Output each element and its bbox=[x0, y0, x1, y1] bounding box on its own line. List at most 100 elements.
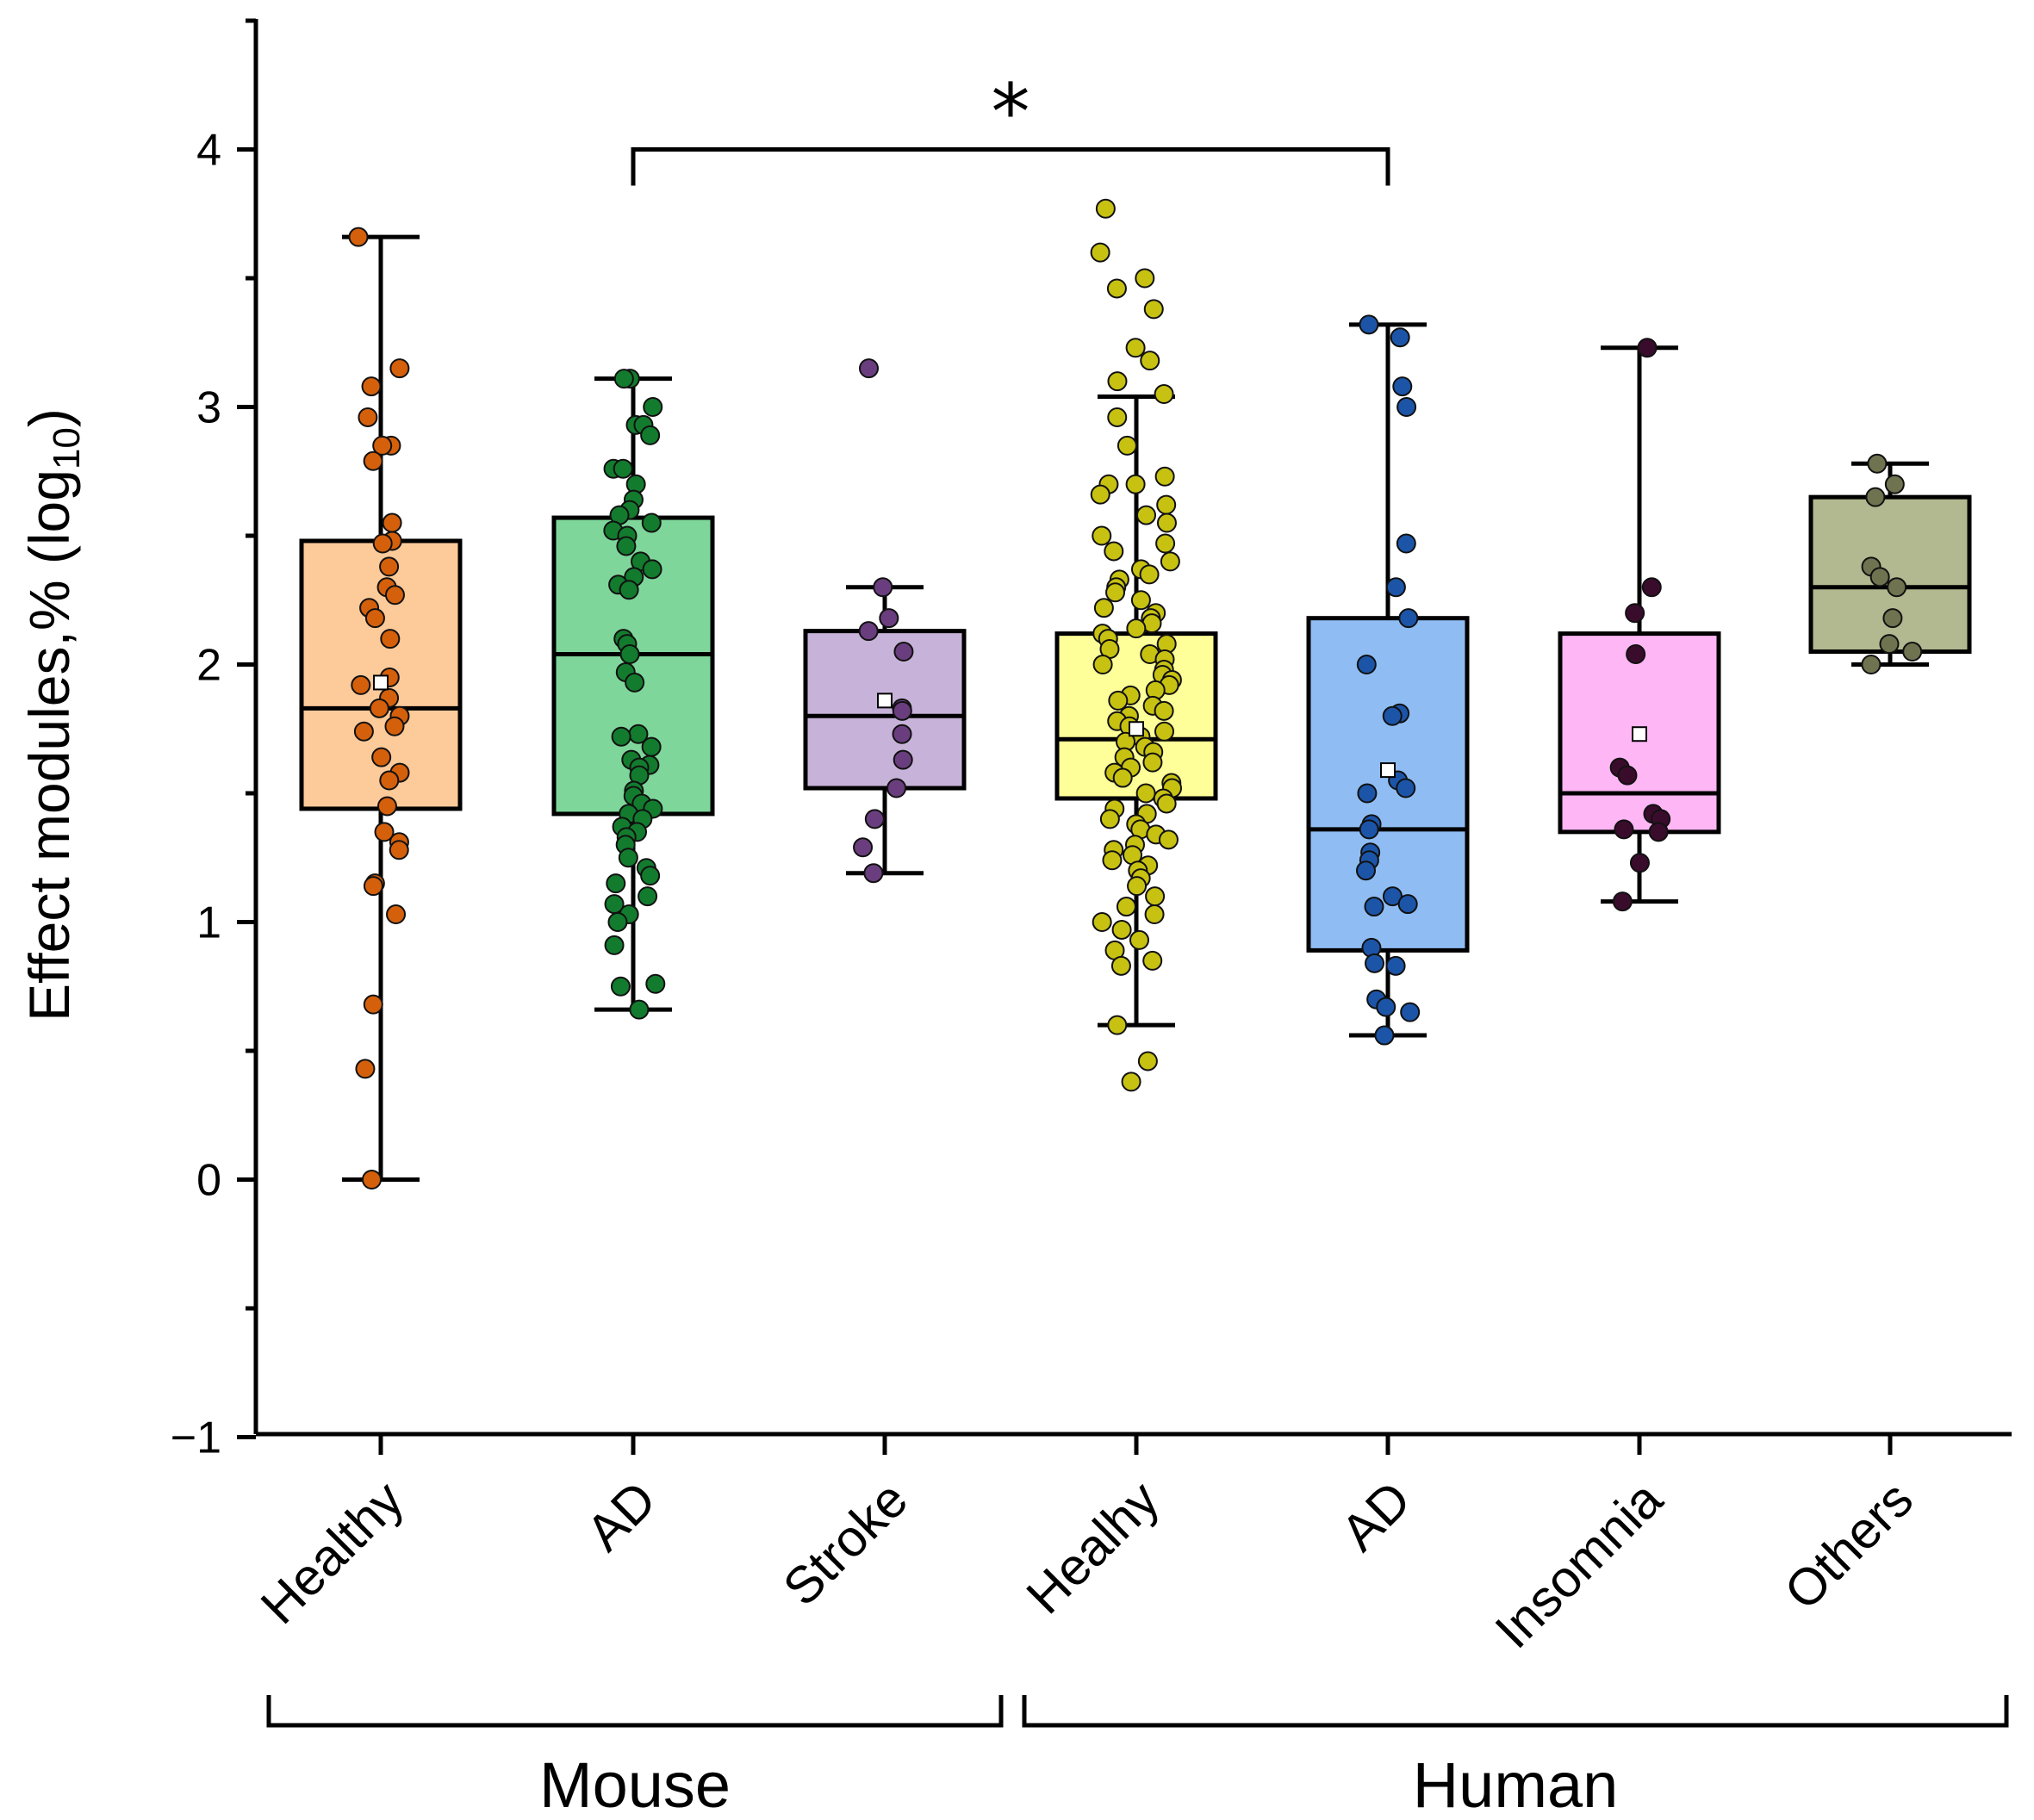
significance-bracket: * bbox=[631, 68, 1390, 186]
data-point bbox=[353, 721, 374, 742]
group-bracket-line bbox=[1022, 1695, 2009, 1728]
points-1 bbox=[603, 369, 666, 1020]
data-point bbox=[1117, 435, 1137, 456]
data-point bbox=[1154, 384, 1174, 405]
data-point bbox=[389, 358, 410, 379]
data-point bbox=[892, 700, 912, 721]
box-2-stroke bbox=[803, 585, 967, 876]
data-point bbox=[372, 435, 393, 456]
iqr-box bbox=[803, 629, 967, 791]
data-point bbox=[1090, 242, 1110, 263]
data-point bbox=[379, 770, 400, 791]
y-tick-label: 1 bbox=[196, 898, 221, 948]
data-point bbox=[1397, 894, 1418, 915]
data-point bbox=[1867, 453, 1888, 474]
data-point bbox=[1648, 822, 1669, 842]
data-point bbox=[613, 458, 633, 479]
data-point bbox=[619, 580, 639, 600]
data-point bbox=[616, 536, 637, 556]
data-point bbox=[1869, 567, 1890, 587]
y-tick-label: 4 bbox=[196, 126, 221, 176]
data-point bbox=[1376, 997, 1396, 1017]
data-point bbox=[382, 512, 402, 533]
data-point bbox=[858, 621, 879, 642]
data-point bbox=[1396, 397, 1417, 417]
data-point bbox=[873, 577, 893, 598]
data-point bbox=[1102, 850, 1123, 871]
data-point bbox=[355, 1059, 376, 1079]
data-point bbox=[1126, 618, 1147, 639]
data-point bbox=[380, 629, 401, 649]
data-point bbox=[363, 450, 383, 471]
x-tick-label: Healthy bbox=[250, 1470, 414, 1635]
axes bbox=[237, 18, 2012, 1455]
data-point bbox=[361, 376, 382, 397]
data-point bbox=[1374, 1025, 1395, 1046]
data-point bbox=[607, 912, 628, 932]
data-point bbox=[1629, 853, 1650, 873]
data-point bbox=[640, 425, 661, 445]
data-point bbox=[1356, 655, 1377, 674]
data-point bbox=[1142, 950, 1163, 971]
data-point bbox=[1355, 860, 1376, 881]
data-point bbox=[1902, 642, 1923, 662]
data-point bbox=[1111, 919, 1132, 940]
data-point bbox=[610, 976, 631, 997]
points-0 bbox=[348, 227, 410, 1190]
data-point bbox=[1095, 198, 1116, 219]
data-point bbox=[1617, 765, 1638, 786]
y-tick-label: 2 bbox=[196, 641, 221, 691]
data-point bbox=[1110, 955, 1131, 976]
data-point bbox=[1400, 1002, 1421, 1022]
data-point bbox=[363, 994, 383, 1015]
iqr-box bbox=[1808, 494, 1972, 655]
data-point bbox=[1135, 783, 1156, 804]
y-tick-label: −1 bbox=[171, 1413, 221, 1463]
data-point bbox=[386, 904, 407, 925]
data-point bbox=[1104, 541, 1124, 562]
data-point bbox=[619, 644, 640, 665]
mean-marker bbox=[877, 693, 893, 709]
data-point bbox=[1398, 608, 1419, 629]
y-tick-label: 0 bbox=[196, 1156, 221, 1206]
data-point bbox=[1090, 484, 1110, 505]
data-point bbox=[642, 559, 662, 580]
data-point bbox=[1105, 582, 1126, 603]
data-point bbox=[606, 873, 626, 894]
data-point bbox=[1396, 533, 1416, 554]
group-bracket-human: Human bbox=[1022, 1695, 2009, 1820]
data-point bbox=[1382, 705, 1403, 726]
data-point bbox=[1160, 551, 1180, 572]
data-point bbox=[1392, 376, 1413, 397]
data-point bbox=[1155, 533, 1176, 554]
data-point bbox=[1127, 876, 1148, 897]
data-point bbox=[1093, 598, 1114, 618]
data-point bbox=[1125, 338, 1146, 358]
group-label: Human bbox=[1413, 1749, 1619, 1820]
data-point bbox=[363, 876, 383, 897]
data-point bbox=[1390, 327, 1410, 348]
x-tick-label: AD bbox=[1330, 1470, 1421, 1562]
data-point bbox=[1112, 767, 1133, 788]
y-axis-label-subscript: 10 bbox=[46, 427, 88, 469]
data-point bbox=[1130, 590, 1151, 611]
data-point bbox=[1158, 829, 1179, 850]
data-point bbox=[1364, 897, 1384, 917]
data-point bbox=[641, 736, 662, 757]
x-tick-label: Stroke bbox=[772, 1470, 918, 1617]
data-point bbox=[1092, 912, 1112, 932]
data-point bbox=[893, 749, 913, 770]
mean-marker bbox=[1380, 762, 1396, 779]
significance-star: * bbox=[992, 68, 1030, 158]
data-point bbox=[1154, 700, 1174, 721]
y-tick-label: 3 bbox=[196, 383, 221, 433]
y-axis-label: Effect modules,% (log10) bbox=[17, 408, 88, 1022]
data-point bbox=[1865, 487, 1886, 507]
data-point bbox=[853, 837, 874, 858]
boxes bbox=[299, 234, 1972, 1182]
data-point bbox=[1099, 809, 1120, 829]
data-point bbox=[1121, 1072, 1141, 1092]
data-point bbox=[892, 724, 912, 744]
data-point bbox=[859, 358, 880, 379]
data-point bbox=[1107, 407, 1128, 427]
